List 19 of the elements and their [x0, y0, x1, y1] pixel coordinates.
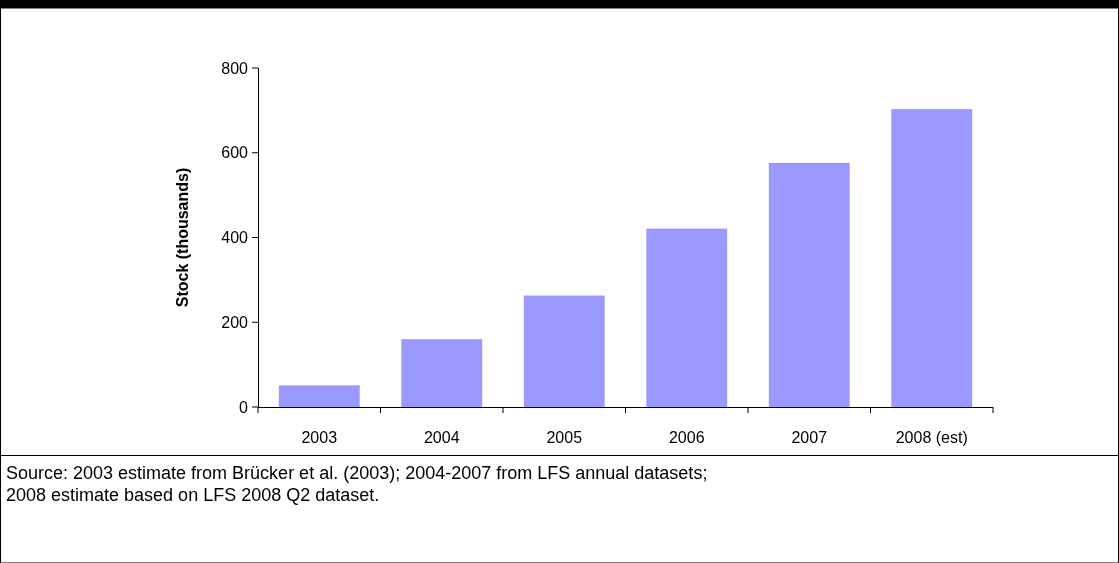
bar [768, 162, 850, 407]
x-tick-label: 2003 [301, 429, 338, 446]
bar [401, 339, 483, 407]
x-tick-label: 2008 (est) [895, 429, 968, 446]
y-tick-label: 800 [221, 59, 249, 77]
bar [523, 295, 605, 407]
y-axis-title: Stock (thousands) [174, 167, 191, 308]
source-note: Source: 2003 estimate from Brücker et al. (2003); 2004-2007 from LFS annual datasets; 2008 estimate based on LFS 2008 Q2 dataset. [6, 463, 708, 505]
y-tick-label: 0 [239, 398, 249, 416]
y-tick-label: 200 [221, 313, 249, 331]
x-tick-label: 2006 [668, 429, 705, 446]
y-tick-label: 600 [221, 144, 249, 162]
y-tick-label: 400 [221, 229, 249, 247]
x-tick-label: 2004 [423, 429, 460, 446]
bar [891, 109, 973, 407]
bar [278, 385, 360, 407]
x-tick-label: 2005 [546, 429, 583, 446]
x-tick-label: 2007 [791, 429, 828, 446]
bar [646, 228, 728, 407]
